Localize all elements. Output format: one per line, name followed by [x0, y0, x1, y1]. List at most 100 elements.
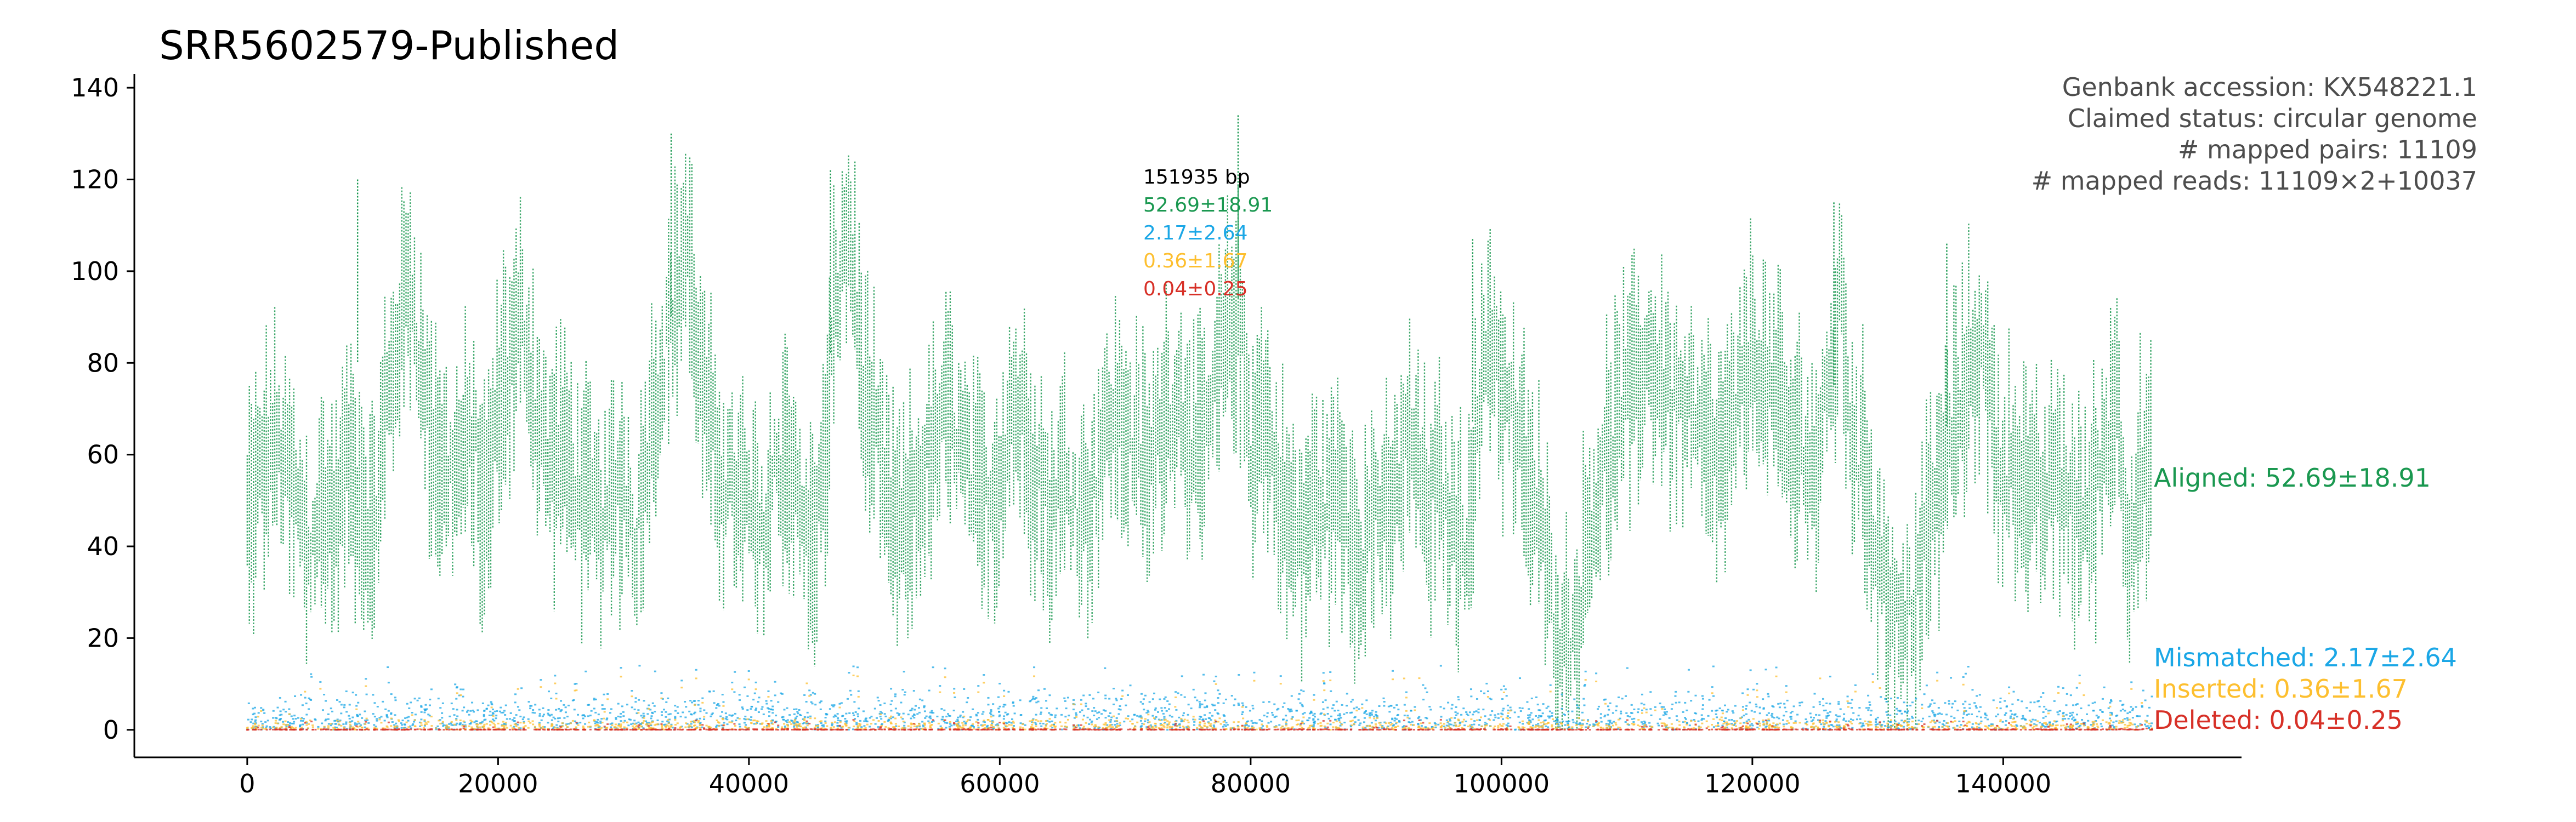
mismatched-mark: [597, 718, 599, 721]
inserted-mark: [2083, 724, 2086, 727]
mismatched-mark: [1675, 701, 1677, 704]
inserted-mark: [1125, 717, 1127, 720]
mismatched-mark: [1183, 696, 1186, 698]
mismatched-mark: [1785, 711, 1788, 713]
inserted-mark: [1285, 727, 1288, 729]
inserted-mark: [332, 727, 335, 729]
mismatched-mark: [1963, 711, 1966, 713]
mismatched-mark: [1531, 718, 1534, 721]
mismatched-mark: [1965, 710, 1967, 712]
mismatched-mark: [635, 722, 638, 724]
mismatched-mark: [564, 711, 567, 713]
inserted-mark: [1517, 726, 1520, 728]
inserted-mark: [796, 724, 799, 726]
mismatched-mark: [1377, 727, 1380, 729]
inserted-mark: [1218, 717, 1221, 720]
mismatched-mark: [1540, 716, 1542, 718]
inserted-mark: [359, 726, 362, 728]
mismatched-mark: [423, 720, 426, 722]
inserted-mark: [961, 722, 964, 724]
mismatched-mark: [1358, 724, 1361, 726]
mismatched-mark: [450, 722, 452, 724]
mismatched-mark: [1869, 714, 1872, 716]
inserted-mark: [1031, 722, 1034, 724]
mismatched-mark: [853, 714, 855, 716]
mismatched-mark: [890, 710, 893, 712]
inserted-mark: [1391, 723, 1394, 725]
mismatched-mark: [1531, 724, 1534, 727]
inserted-mark: [338, 720, 341, 722]
mismatched-mark: [1278, 724, 1281, 726]
mismatched-mark: [829, 708, 831, 710]
mismatched-mark: [1011, 718, 1013, 720]
mismatched-mark: [1896, 697, 1899, 699]
inserted-mark: [929, 726, 932, 728]
mismatched-mark: [418, 721, 421, 723]
mismatched-mark: [2009, 710, 2012, 712]
inserted-mark: [1879, 723, 1881, 726]
inserted-mark: [254, 723, 257, 726]
inserted-mark: [1290, 718, 1293, 720]
mismatched-mark: [1115, 699, 1118, 701]
mismatched-mark: [2008, 686, 2011, 688]
mismatched-mark: [1578, 723, 1580, 726]
mismatched-mark: [1244, 725, 1246, 727]
mismatched-mark: [962, 716, 964, 718]
inserted-mark: [1244, 726, 1246, 728]
mismatched-mark: [1145, 712, 1148, 714]
mismatched-mark: [1726, 711, 1728, 713]
mismatched-mark: [913, 717, 916, 719]
inserted-mark: [1115, 727, 1118, 729]
mismatched-mark: [463, 706, 466, 709]
inserted-mark: [633, 727, 636, 729]
inserted-mark: [2115, 726, 2118, 728]
mismatched-mark: [1937, 713, 1939, 715]
mismatched-mark: [529, 707, 532, 710]
mismatched-mark: [959, 715, 962, 717]
inserted-mark: [768, 726, 771, 728]
mismatched-mark: [324, 720, 327, 722]
inserted-mark: [1295, 720, 1298, 722]
inserted-mark: [1973, 727, 1976, 729]
mismatched-mark: [1204, 714, 1206, 716]
inserted-mark: [1549, 690, 1552, 693]
mismatched-mark: [382, 700, 384, 703]
mismatched-mark: [1529, 721, 1532, 723]
inserted-mark: [1164, 718, 1167, 721]
inserted-mark: [650, 721, 653, 723]
mismatched-mark: [980, 724, 983, 726]
mismatched-mark: [293, 721, 296, 723]
mismatched-mark: [1251, 705, 1254, 707]
mismatched-mark: [597, 713, 600, 716]
mismatched-mark: [1353, 707, 1355, 710]
inserted-mark: [1678, 724, 1681, 726]
inserted-mark: [1440, 724, 1443, 727]
inserted-mark: [929, 724, 932, 727]
mismatched-mark: [923, 705, 926, 707]
mismatched-mark: [1958, 720, 1961, 722]
mismatched-mark: [1115, 717, 1118, 719]
mismatched-mark: [412, 723, 415, 725]
mismatched-mark: [400, 727, 403, 729]
inserted-mark: [857, 695, 860, 698]
inserted-mark: [1867, 724, 1870, 727]
mismatched-mark: [1261, 720, 1263, 722]
inserted-mark: [300, 726, 303, 728]
mismatched-mark: [1962, 713, 1965, 715]
mismatched-mark: [1029, 699, 1032, 701]
mismatched-mark: [627, 724, 630, 727]
inserted-mark: [1998, 727, 2001, 729]
mismatched-mark: [1592, 723, 1595, 726]
plot-area: [246, 115, 2153, 731]
mismatched-mark: [1437, 723, 1440, 726]
mismatched-mark: [1712, 695, 1715, 697]
inserted-mark: [1531, 727, 1534, 729]
inserted-mark: [1166, 727, 1169, 729]
mismatched-mark: [682, 711, 684, 713]
mismatched-mark: [2148, 706, 2151, 709]
mismatched-mark: [1991, 723, 1994, 726]
mismatched-mark: [1529, 714, 1531, 716]
inserted-mark: [1822, 719, 1824, 721]
mismatched-mark: [1320, 712, 1323, 715]
mismatched-mark: [2052, 723, 2055, 725]
